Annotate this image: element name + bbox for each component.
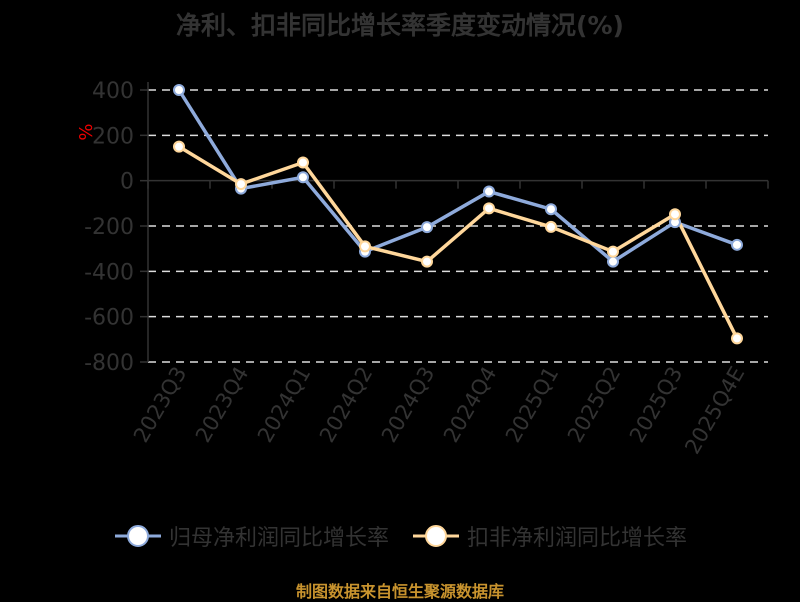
legend-label: 扣非净利润同比增长率: [467, 526, 688, 551]
y-tick-label: -800: [84, 351, 134, 376]
y-tick-label: 400: [92, 79, 134, 104]
legend-item-deducted-profit[interactable]: 扣非净利润同比增长率: [411, 520, 687, 552]
data-point[interactable]: [483, 202, 495, 215]
data-point[interactable]: [731, 332, 743, 345]
x-tick-label: 2024Q4: [439, 363, 501, 447]
data-point[interactable]: [483, 185, 495, 198]
legend-label: 归母净利润同比增长率: [168, 526, 389, 551]
x-tick-label: 2023Q4: [191, 363, 253, 447]
x-tick-label: 2025Q4E: [680, 363, 749, 459]
y-tick-label: 200: [92, 124, 134, 149]
data-point[interactable]: [359, 240, 371, 253]
data-point[interactable]: [607, 245, 619, 258]
x-tick-label: 2025Q3: [625, 363, 687, 447]
data-point[interactable]: [297, 171, 309, 184]
data-point[interactable]: [421, 255, 433, 268]
y-tick-label: -600: [84, 306, 134, 331]
legend-item-net-profit[interactable]: 归母净利润同比增长率: [113, 520, 389, 552]
legend: 归母净利润同比增长率 扣非净利润同比增长率: [0, 520, 800, 552]
chart-title: 净利、扣非同比增长率季度变动情况(%): [176, 11, 624, 40]
data-point[interactable]: [173, 140, 185, 153]
y-tick-label: 0: [120, 170, 134, 195]
data-point[interactable]: [545, 203, 557, 216]
data-point[interactable]: [421, 221, 433, 234]
legend-marker-icon: [114, 525, 161, 547]
data-point[interactable]: [607, 255, 619, 268]
data-point[interactable]: [669, 208, 681, 221]
x-tick-label: 2024Q1: [253, 363, 315, 447]
data-point[interactable]: [545, 220, 557, 233]
x-tick-label: 2024Q2: [315, 363, 377, 447]
x-tick-label: 2023Q3: [129, 363, 191, 447]
y-tick-label: -200: [84, 215, 134, 240]
source-note: 制图数据来自恒生聚源数据库: [295, 582, 504, 601]
data-point[interactable]: [731, 238, 743, 251]
x-tick-label: 2025Q1: [501, 363, 563, 447]
data-point[interactable]: [235, 178, 247, 191]
data-point[interactable]: [173, 84, 185, 96]
x-tick-label: 2024Q3: [377, 363, 439, 447]
series-line: [178, 145, 739, 340]
y-axis-label: %: [76, 123, 97, 140]
x-tick-label: 2025Q2: [563, 363, 625, 447]
legend-marker-icon: [413, 525, 459, 547]
series-line: [177, 89, 738, 264]
data-point[interactable]: [297, 156, 309, 169]
y-tick-label: -400: [84, 260, 134, 285]
